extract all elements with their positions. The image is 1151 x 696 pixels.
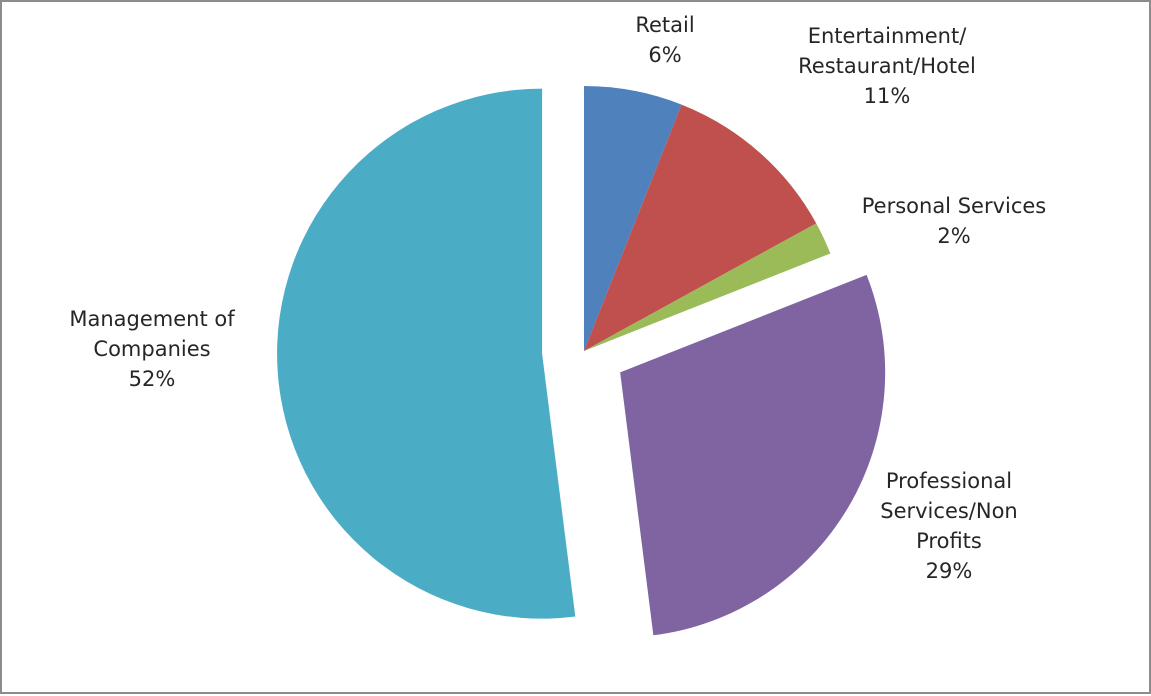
data-label-line: 6%	[648, 43, 681, 67]
data-label-line: Restaurant/Hotel	[798, 54, 976, 78]
data-label-line: Professional	[886, 469, 1012, 493]
data-label-line: Services/Non	[880, 499, 1018, 523]
data-label-line: Profits	[916, 529, 982, 553]
data-label-management-of-companies: Management of Companies 52%	[69, 307, 235, 391]
data-label-line: 2%	[937, 224, 970, 248]
data-label-line: 11%	[864, 84, 911, 108]
data-label-line: 52%	[129, 367, 176, 391]
data-label-line: Retail	[635, 13, 694, 37]
data-label-line: Personal Services	[862, 194, 1047, 218]
data-label-personal-services: Personal Services 2%	[862, 194, 1047, 248]
data-label-professional-services-non-profits: Professional Services/Non Profits 29%	[880, 469, 1018, 583]
data-label-line: Entertainment/	[808, 24, 968, 48]
data-label-retail: Retail 6%	[635, 13, 694, 67]
data-label-line: 29%	[926, 559, 973, 583]
data-label-entertainment-restaurant-hotel: Entertainment/Restaurant/Hotel 11%	[798, 24, 976, 108]
data-label-line: Companies	[93, 337, 210, 361]
pie-slice-retail	[584, 86, 682, 351]
pie-slice-entertainment-restaurant-hotel	[584, 104, 817, 352]
pie-slice-professional-services-non-profits	[620, 274, 886, 636]
pie-slice-personal-services	[584, 223, 831, 351]
pie-slice-management-of-companies	[277, 88, 576, 619]
data-label-line: Management of	[69, 307, 235, 331]
